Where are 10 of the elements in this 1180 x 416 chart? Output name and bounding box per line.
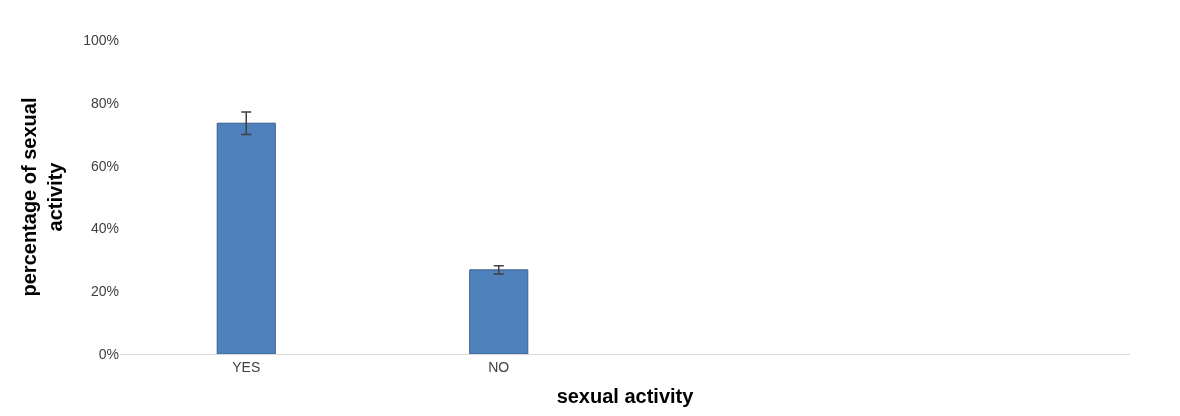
y-tick-label: 40% <box>90 220 119 237</box>
y-tick-label: 80% <box>90 94 119 111</box>
y-tick-label: 100% <box>83 31 119 48</box>
x-tick-label: YES <box>232 358 261 375</box>
x-axis-title: sexual activity <box>556 385 695 408</box>
y-tick-label: 0% <box>98 345 119 362</box>
x-tick-label: NO <box>488 358 510 375</box>
y-axis-title: percentage of sexual activity <box>17 97 66 297</box>
y-tick-label: 20% <box>90 283 119 300</box>
y-tick-label: 60% <box>90 157 119 174</box>
